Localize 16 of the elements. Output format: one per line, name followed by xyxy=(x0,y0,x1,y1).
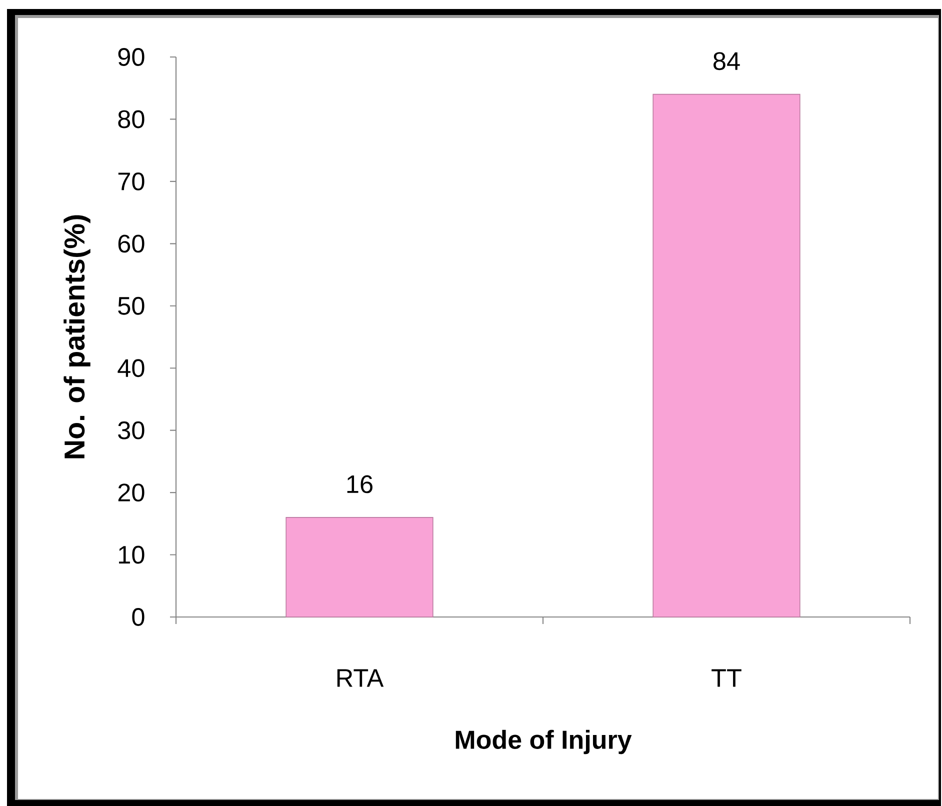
y-tick-label: 70 xyxy=(118,172,144,190)
y-tick-label: 20 xyxy=(118,484,144,502)
y-tick-label: 60 xyxy=(118,234,144,253)
x-tick-label: TT xyxy=(712,669,742,687)
data-label: 84 xyxy=(714,52,740,70)
y-axis-title: No. of patients(%) xyxy=(64,215,90,458)
y-tick-label: 50 xyxy=(118,296,144,315)
y-tick-label: 40 xyxy=(118,359,144,378)
y-tick-label: 80 xyxy=(118,110,144,128)
x-tick-label: RTA xyxy=(337,669,384,687)
y-tick-label: 0 xyxy=(132,608,144,626)
y-tick-label: 90 xyxy=(118,48,144,66)
data-label: 16 xyxy=(347,475,372,494)
x-axis-title: Mode of Injury xyxy=(456,730,632,754)
y-tick-label: 10 xyxy=(119,546,144,564)
y-tick-label: 30 xyxy=(118,421,144,440)
